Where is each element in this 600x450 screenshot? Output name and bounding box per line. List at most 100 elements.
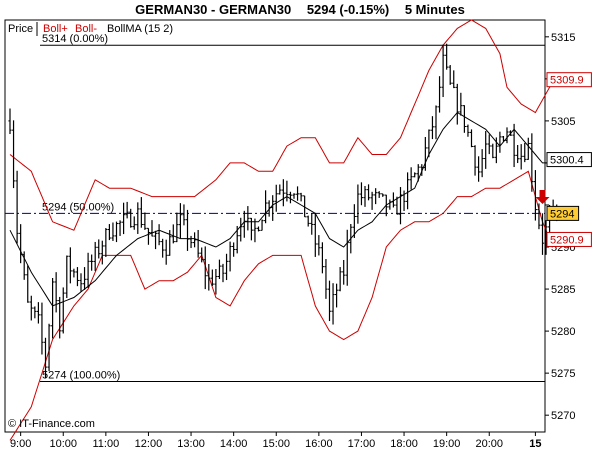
ohlc-bar <box>430 116 435 140</box>
ohlc-bar <box>317 235 321 256</box>
y-tick-label: 5285 <box>551 284 575 296</box>
ohlc-bar <box>274 184 278 212</box>
ohlc-bar <box>139 197 143 228</box>
ohlc-bar <box>15 170 19 244</box>
y-tick-label: 5270 <box>551 410 575 422</box>
ohlc-bar <box>491 143 495 159</box>
ohlc-bar <box>143 212 147 230</box>
ohlc-bar <box>267 200 271 217</box>
x-tick-label: 17:00 <box>348 438 376 450</box>
x-tick-label: 15 <box>529 438 541 450</box>
ohlc-bar <box>153 230 158 250</box>
plot-frame <box>4 19 546 433</box>
ohlc-bar <box>310 212 314 235</box>
ohlc-bar <box>221 263 225 283</box>
ohlc-bar <box>342 259 346 285</box>
y-tick-label: 5280 <box>551 326 575 338</box>
ohlc-bar <box>516 145 520 164</box>
value-label-text: 5309.9 <box>550 75 584 87</box>
legend-boll-minus: Boll- <box>75 23 97 35</box>
ohlc-bar <box>413 172 417 178</box>
ohlc-bar <box>480 149 484 178</box>
ohlc-bar <box>281 179 285 207</box>
x-tick-label: 13:00 <box>177 438 205 450</box>
ohlc-bar <box>196 229 200 258</box>
ohlc-bar <box>122 202 126 235</box>
ohlc-bar <box>72 268 76 278</box>
chart-title: GERMAN30 - GERMAN30 5294 (-0.15%) 5 Minu… <box>0 2 600 17</box>
ohlc-bar <box>90 254 94 271</box>
ohlc-bar <box>132 216 136 230</box>
value-label-text: 5294 <box>550 208 574 220</box>
ohlc-bar <box>264 190 268 224</box>
ohlc-bar <box>416 164 420 182</box>
ohlc-bar <box>434 105 438 140</box>
ohlc-bar <box>292 193 296 199</box>
ohlc-bar <box>82 267 87 290</box>
ohlc-bar <box>523 142 527 163</box>
ohlc-bar <box>65 255 69 299</box>
ohlc-bar <box>335 283 339 308</box>
ohlc-bar <box>508 130 513 136</box>
ohlc-bar <box>54 272 58 313</box>
ohlc-bar <box>278 184 282 195</box>
ohlc-bar <box>164 239 168 265</box>
ohlc-bar <box>519 144 523 170</box>
ohlc-bar <box>540 213 545 255</box>
ohlc-bar <box>43 337 48 379</box>
x-tick-label: 15:00 <box>262 438 290 450</box>
ohlc-bar <box>97 239 101 259</box>
ohlc-bar <box>285 180 289 202</box>
ohlc-bar <box>338 267 342 292</box>
ohlc-bar <box>104 228 108 257</box>
ohlc-bar <box>381 193 385 197</box>
ohlc-bar <box>193 232 197 248</box>
value-label-text: 5300.4 <box>550 155 584 167</box>
ohlc-bar <box>306 215 310 227</box>
legend-boll-plus: Boll+ <box>43 23 68 35</box>
ohlc-bar <box>374 188 378 205</box>
x-tick-label: 18:00 <box>390 438 418 450</box>
ohlc-bar <box>448 65 452 85</box>
ohlc-bar <box>22 251 26 280</box>
ohlc-bar <box>200 247 204 263</box>
x-axis: 9:00 10:00 11:00 12:00 13:00 14:00 15:00 16:00 1… <box>10 432 542 450</box>
ohlc-bar <box>111 222 115 241</box>
ohlc-bar <box>40 302 44 355</box>
fib-level-label: 5294 (50.00%) <box>42 201 114 213</box>
ohlc-bar <box>171 224 175 244</box>
ohlc-bar <box>178 203 182 238</box>
ohlc-bar <box>36 302 40 324</box>
ohlc-bar <box>512 123 516 168</box>
value-label-box <box>546 152 592 168</box>
ohlc-bar <box>253 218 257 243</box>
ohlc-bar <box>75 267 80 287</box>
ohlc-bar <box>303 195 307 218</box>
ohlc-bar <box>459 92 463 116</box>
ohlc-bar <box>313 212 317 257</box>
ohlc-bar <box>146 227 151 245</box>
ohlc-bar <box>455 83 459 125</box>
ohlc-bar <box>462 105 466 133</box>
ohlc-bar <box>452 70 456 89</box>
ohlc-bar <box>526 137 530 160</box>
y-tick-label: 5305 <box>551 116 575 128</box>
ohlc-bar <box>29 295 33 321</box>
ohlc-bar <box>420 164 424 176</box>
ohlc-bar <box>51 278 55 339</box>
ohlc-bar <box>359 182 364 206</box>
ohlc-bar <box>406 172 410 210</box>
ohlc-bar <box>484 131 488 169</box>
ohlc-bar <box>203 246 207 290</box>
ohlc-bar <box>8 108 12 135</box>
x-tick-label: 10:00 <box>49 438 77 450</box>
bollinger-bands <box>9 19 558 441</box>
sell-arrow-icon <box>535 190 550 204</box>
ohlc-bar <box>228 241 232 272</box>
ohlc-bar <box>466 124 470 137</box>
ohlc-bar <box>327 280 332 322</box>
fib-level-label: 5314 (0.00%) <box>42 33 108 45</box>
x-tick-label: 11:00 <box>92 438 119 450</box>
ohlc-bar <box>58 296 62 339</box>
